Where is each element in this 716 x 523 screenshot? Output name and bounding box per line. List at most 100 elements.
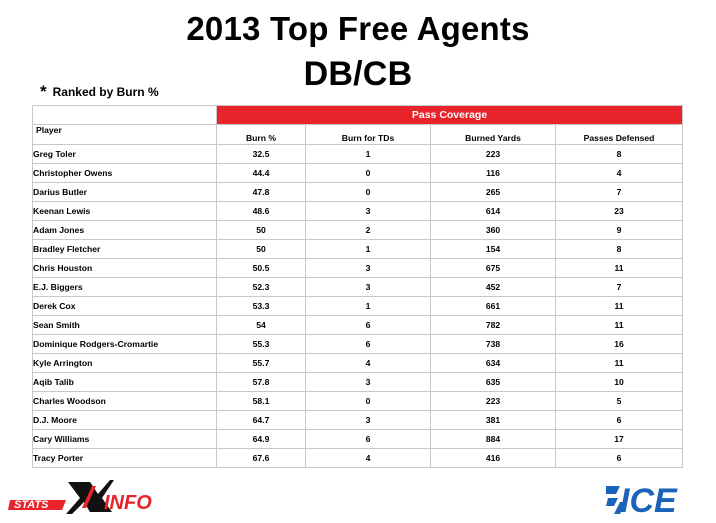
burn-tds-cell: 1 bbox=[305, 239, 431, 259]
burn-tds-cell: 6 bbox=[305, 334, 431, 354]
passes-defensed-cell: 4 bbox=[554, 163, 684, 183]
passes-defensed-cell: 9 bbox=[554, 220, 684, 240]
passes-defensed-cell: 8 bbox=[554, 239, 684, 259]
burned-yards-cell: 675 bbox=[430, 258, 556, 278]
player-name-cell: Kyle Arrington bbox=[32, 353, 217, 373]
group-header-pass-coverage: Pass Coverage bbox=[215, 105, 684, 125]
player-name-cell: E.J. Biggers bbox=[32, 277, 217, 297]
burned-yards-cell: 884 bbox=[430, 429, 556, 449]
table-row: Adam Jones 50 2 360 9 bbox=[32, 220, 684, 240]
burn-tds-cell: 0 bbox=[305, 163, 431, 183]
burned-yards-cell: 223 bbox=[430, 144, 556, 164]
player-name-cell: Charles Woodson bbox=[32, 391, 217, 411]
burn-pct-cell: 64.7 bbox=[216, 410, 306, 430]
table-row: Darius Butler 47.8 0 265 7 bbox=[32, 182, 684, 202]
burn-tds-cell: 2 bbox=[305, 220, 431, 240]
burn-tds-cell: 3 bbox=[305, 410, 431, 430]
passes-defensed-cell: 8 bbox=[554, 144, 684, 164]
burned-yards-cell: 154 bbox=[430, 239, 556, 259]
table-row: Cary Williams 64.9 6 884 17 bbox=[32, 429, 684, 449]
burn-pct-cell: 52.3 bbox=[216, 277, 306, 297]
table-row: Christopher Owens 44.4 0 116 4 bbox=[32, 163, 684, 183]
burned-yards-cell: 614 bbox=[430, 201, 556, 221]
burn-pct-cell: 53.3 bbox=[216, 296, 306, 316]
burned-yards-cell: 634 bbox=[430, 353, 556, 373]
burn-tds-cell: 0 bbox=[305, 391, 431, 411]
passes-defensed-cell: 7 bbox=[554, 277, 684, 297]
ice-logo-graphic: ICE bbox=[606, 482, 678, 520]
player-name-cell: Adam Jones bbox=[32, 220, 217, 240]
passes-defensed-cell: 5 bbox=[554, 391, 684, 411]
player-name-cell: Aqib Talib bbox=[32, 372, 217, 392]
player-name-cell: Darius Butler bbox=[32, 182, 217, 202]
player-name-cell: Derek Cox bbox=[32, 296, 217, 316]
stats-info-logo: STATS INFO bbox=[8, 478, 166, 519]
passes-defensed-cell: 11 bbox=[554, 296, 684, 316]
burn-pct-cell: 50 bbox=[216, 239, 306, 259]
stats-info-logo-graphic: STATS INFO bbox=[8, 480, 152, 514]
column-header-burn-pct: Burn % bbox=[216, 124, 306, 145]
ranking-note: * Ranked by Burn % bbox=[40, 82, 159, 102]
player-name-cell: Bradley Fletcher bbox=[32, 239, 217, 259]
ice-word: ICE bbox=[620, 482, 678, 518]
burned-yards-cell: 782 bbox=[430, 315, 556, 335]
burned-yards-cell: 635 bbox=[430, 372, 556, 392]
burn-pct-cell: 58.1 bbox=[216, 391, 306, 411]
burn-pct-cell: 67.6 bbox=[216, 448, 306, 468]
burned-yards-cell: 661 bbox=[430, 296, 556, 316]
burn-pct-cell: 50.5 bbox=[216, 258, 306, 278]
burn-pct-cell: 55.3 bbox=[216, 334, 306, 354]
burn-tds-cell: 6 bbox=[305, 429, 431, 449]
page-subtitle: DB/CB bbox=[303, 55, 413, 93]
table-row: Greg Toler 32.5 1 223 8 bbox=[32, 144, 684, 164]
player-name-cell: Keenan Lewis bbox=[32, 201, 217, 221]
table-row: Dominique Rodgers-Cromartie 55.3 6 738 16 bbox=[32, 334, 684, 354]
ice-logo: ICE bbox=[604, 474, 710, 523]
burned-yards-cell: 265 bbox=[430, 182, 556, 202]
table-row: Charles Woodson 58.1 0 223 5 bbox=[32, 391, 684, 411]
burn-tds-cell: 4 bbox=[305, 353, 431, 373]
player-name-cell: D.J. Moore bbox=[32, 410, 217, 430]
player-name-cell: Sean Smith bbox=[32, 315, 217, 335]
column-header-player: Player bbox=[32, 124, 217, 145]
player-name-cell: Dominique Rodgers-Cromartie bbox=[32, 334, 217, 354]
passes-defensed-cell: 17 bbox=[554, 429, 684, 449]
burn-pct-cell: 50 bbox=[216, 220, 306, 240]
column-header-row: Player Burn % Burn for TDs Burned Yards … bbox=[32, 124, 684, 145]
player-name-cell: Cary Williams bbox=[32, 429, 217, 449]
burn-pct-cell: 48.6 bbox=[216, 201, 306, 221]
stats-word: STATS bbox=[14, 499, 49, 511]
burn-pct-cell: 44.4 bbox=[216, 163, 306, 183]
table-row: Derek Cox 53.3 1 661 11 bbox=[32, 296, 684, 316]
info-word: INFO bbox=[104, 492, 152, 514]
table-row: Tracy Porter 67.6 4 416 6 bbox=[32, 448, 684, 468]
table-body: Greg Toler 32.5 1 223 8 Christopher Owens 44.4… bbox=[32, 144, 684, 468]
passes-defensed-cell: 11 bbox=[554, 353, 684, 373]
passes-defensed-cell: 11 bbox=[554, 315, 684, 335]
passes-defensed-cell: 6 bbox=[554, 448, 684, 468]
burned-yards-cell: 223 bbox=[430, 391, 556, 411]
burned-yards-cell: 738 bbox=[430, 334, 556, 354]
column-header-passes-defensed: Passes Defensed bbox=[554, 124, 684, 145]
burn-pct-cell: 32.5 bbox=[216, 144, 306, 164]
burned-yards-cell: 416 bbox=[430, 448, 556, 468]
burn-tds-cell: 3 bbox=[305, 201, 431, 221]
stats-table: Pass Coverage Player Burn % Burn for TDs… bbox=[32, 105, 684, 468]
table-row: Chris Houston 50.5 3 675 11 bbox=[32, 258, 684, 278]
player-name-cell: Greg Toler bbox=[32, 144, 217, 164]
page-title: 2013 Top Free Agents bbox=[186, 10, 530, 47]
group-header-row: Pass Coverage bbox=[32, 105, 684, 125]
burn-pct-cell: 47.8 bbox=[216, 182, 306, 202]
table-row: Bradley Fletcher 50 1 154 8 bbox=[32, 239, 684, 259]
asterisk-marker: * bbox=[40, 82, 47, 101]
burn-pct-cell: 64.9 bbox=[216, 429, 306, 449]
burned-yards-cell: 360 bbox=[430, 220, 556, 240]
passes-defensed-cell: 7 bbox=[554, 182, 684, 202]
burn-tds-cell: 4 bbox=[305, 448, 431, 468]
burn-tds-cell: 0 bbox=[305, 182, 431, 202]
burn-tds-cell: 1 bbox=[305, 144, 431, 164]
table-row: Sean Smith 54 6 782 11 bbox=[32, 315, 684, 335]
player-name-cell: Chris Houston bbox=[32, 258, 217, 278]
burn-tds-cell: 3 bbox=[305, 277, 431, 297]
burn-tds-cell: 6 bbox=[305, 315, 431, 335]
